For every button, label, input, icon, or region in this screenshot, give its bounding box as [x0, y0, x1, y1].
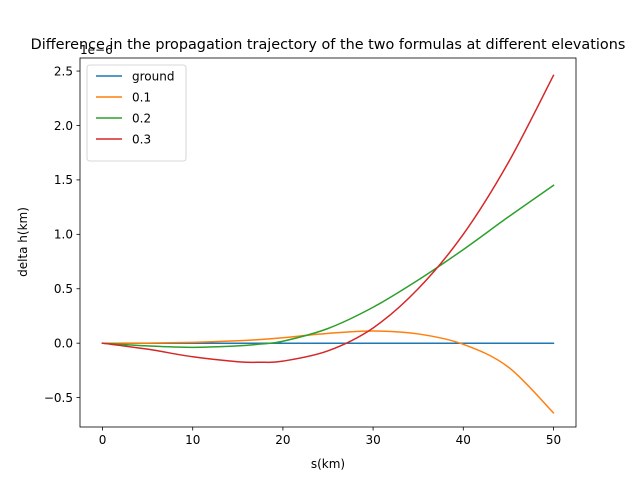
y-axis-label: delta h(km) [16, 207, 30, 277]
plot-frame [79, 57, 577, 428]
y-tick-label: 1.5 [54, 173, 73, 187]
y-tick-label: −0.5 [44, 391, 73, 405]
legend-label-0: ground [132, 69, 174, 83]
x-axis-label: s(km) [311, 457, 345, 471]
y-tick-label: 2.0 [54, 119, 73, 133]
y-tick-label: 0.5 [54, 282, 73, 296]
x-tick-label: 20 [275, 433, 290, 447]
series-line-3 [101, 74, 555, 364]
y-tick-label: 2.5 [54, 64, 73, 78]
series-layer [101, 74, 555, 414]
legend-label-3: 0.3 [132, 132, 151, 146]
y-tick-label: 1.0 [54, 228, 73, 242]
x-tick-label: 0 [99, 433, 107, 447]
chart-title: Difference in the propagation trajectory… [31, 37, 626, 53]
x-tick-label: 30 [365, 433, 380, 447]
legend-label-1: 0.1 [132, 90, 151, 104]
y-tick-label: 0.0 [54, 336, 73, 350]
x-tick-label: 40 [456, 433, 471, 447]
x-tick-label: 10 [185, 433, 200, 447]
y-axis-offset-label: 1e−6 [80, 43, 113, 57]
series-line-2 [101, 184, 555, 349]
legend-label-2: 0.2 [132, 111, 151, 125]
legend: ground 0.1 0.2 0.3 [86, 64, 187, 162]
axes-layer: 0 10 20 30 40 50 −0.5 0.0 0.5 1.0 1.5 2.0 2.5 [44, 57, 577, 447]
x-tick-label: 50 [546, 433, 561, 447]
legend-box [86, 64, 187, 162]
